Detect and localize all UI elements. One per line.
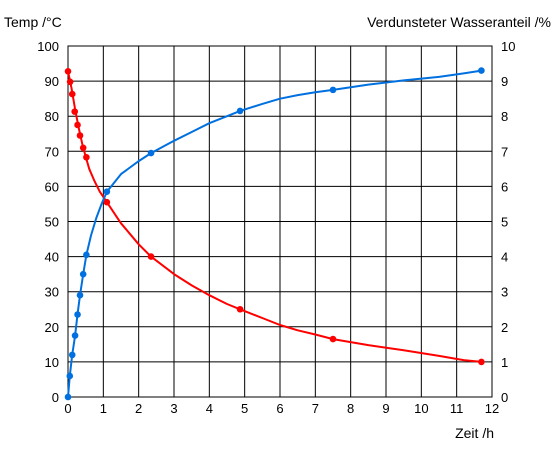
y-right-tick-label: 4: [501, 250, 508, 265]
data-point-left: [236, 305, 244, 313]
data-point-left: [103, 198, 111, 206]
y-left-tick-label: 50: [45, 215, 59, 230]
x-axis-label: Zeit /h: [455, 425, 494, 441]
y-left-tick-label: 10: [45, 355, 59, 370]
data-point-left: [329, 335, 337, 343]
data-point-left: [64, 67, 72, 75]
x-tick-label: 5: [241, 401, 248, 416]
data-point-right: [83, 251, 90, 259]
x-tick-label: 0: [64, 401, 71, 416]
x-tick-label: 8: [347, 401, 354, 416]
data-point-left: [147, 253, 155, 260]
data-point-right: [79, 270, 87, 278]
data-point-left: [478, 358, 485, 366]
y-right-tick-label: 3: [501, 285, 508, 300]
y-left-tick-label: 60: [45, 179, 59, 194]
data-point-left: [79, 144, 87, 152]
x-tick-label: 3: [170, 401, 177, 416]
data-point-right: [76, 291, 84, 299]
x-tick-label: 1: [100, 401, 107, 416]
data-point-left: [66, 78, 74, 86]
data-point-right: [71, 332, 79, 339]
series: [64, 67, 485, 401]
data-point-right: [66, 372, 74, 380]
x-tick-label: 10: [414, 401, 428, 416]
x-tick-label: 12: [485, 401, 499, 416]
x-tick-label: 7: [312, 401, 319, 416]
data-point-right: [68, 351, 76, 359]
data-point-right: [147, 149, 155, 157]
tick-labels: 0 1 2 3 4 5 6 7 8 9 10 11 12010203040506070809010001…: [37, 39, 515, 416]
y-right-tick-label: 2: [501, 320, 508, 335]
y-right-tick-label: 6: [501, 179, 508, 194]
y-right-tick-label: 9: [501, 74, 508, 89]
y-axis-left-label: Temp /°C: [4, 14, 62, 30]
data-point-right: [103, 188, 111, 195]
data-point-right: [64, 393, 72, 401]
data-point-left: [76, 132, 84, 139]
y-right-tick-label: 1: [501, 355, 508, 370]
data-point-right: [478, 67, 485, 74]
y-right-tick-label: 8: [501, 109, 508, 124]
y-left-tick-label: 90: [45, 74, 59, 89]
y-left-tick-label: 100: [37, 39, 59, 54]
x-tick-label: 4: [206, 401, 213, 416]
y-left-tick-label: 70: [45, 144, 59, 159]
data-point-right: [236, 107, 244, 115]
y-right-tick-label: 10: [501, 39, 515, 54]
data-point-right: [74, 311, 81, 318]
x-tick-label: 9: [382, 401, 389, 416]
data-point-left: [74, 121, 81, 129]
x-tick-label: 6: [276, 401, 283, 416]
data-point-left: [71, 108, 79, 115]
y-left-tick-label: 30: [45, 285, 59, 300]
x-tick-label: 2: [135, 401, 142, 416]
y-right-tick-label: 0: [501, 390, 508, 405]
y-left-tick-label: 40: [45, 250, 59, 265]
data-point-left: [83, 153, 90, 161]
y-left-tick-label: 80: [45, 109, 59, 124]
y-left-tick-label: 0: [52, 390, 59, 405]
y-right-tick-label: 5: [501, 215, 508, 230]
x-tick-label: 11: [450, 401, 464, 416]
y-axis-right-label: Verdunsteter Wasseranteil /%: [367, 14, 551, 30]
y-left-tick-label: 20: [45, 320, 59, 335]
grid: [67, 45, 493, 398]
data-point-right: [329, 86, 337, 94]
plot-frame: [67, 45, 493, 398]
y-right-tick-label: 7: [501, 144, 508, 159]
data-point-left: [68, 90, 76, 98]
